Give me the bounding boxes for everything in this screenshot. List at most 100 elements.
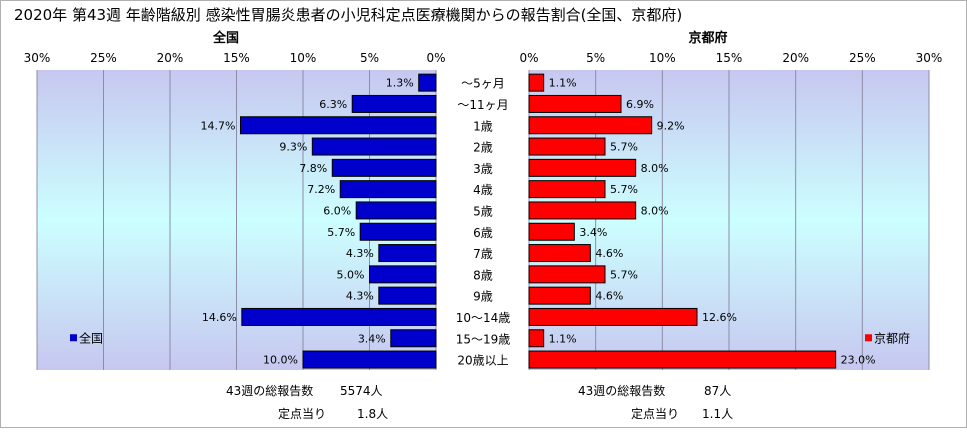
national-bar — [390, 329, 437, 348]
national-bar — [351, 94, 437, 113]
kyoto-bar — [528, 329, 545, 348]
category-label: 15～19歳 — [456, 332, 511, 346]
category-label: ～5ヶ月 — [461, 77, 505, 91]
kyoto-value-label: 1.1% — [549, 77, 577, 90]
national-bar — [339, 180, 437, 199]
kyoto-tick-label: 0% — [519, 51, 538, 65]
kyoto-value-label: 4.6% — [595, 290, 623, 303]
kyoto-bar — [528, 137, 606, 156]
national-value-label: 6.3% — [319, 98, 347, 111]
kyoto-tick-label: 5% — [586, 51, 605, 65]
national-tick-label: 0% — [426, 51, 445, 65]
kyoto-value-label: 4.6% — [595, 247, 623, 260]
category-label: 4歳 — [473, 183, 493, 197]
footer-right-perpoint-label: 定点当り — [631, 406, 679, 421]
category-label: 20歳以上 — [457, 354, 508, 368]
kyoto-value-label: 9.2% — [657, 119, 685, 132]
national-bar — [369, 265, 437, 284]
kyoto-bar — [528, 350, 837, 369]
national-tick-label: 25% — [90, 51, 117, 65]
footer-right-perpoint-value: 1.1人 — [702, 407, 733, 421]
national-bar — [355, 201, 437, 220]
national-value-label: 14.6% — [202, 311, 237, 324]
national-tick-label: 15% — [223, 51, 250, 65]
footer-left-total-label: 43週の総報告数 — [226, 383, 313, 398]
national-value-label: 4.3% — [346, 290, 374, 303]
kyoto-tick-label: 15% — [716, 51, 743, 65]
panel-title-kyoto: 京都府 — [688, 30, 727, 46]
national-bar — [311, 137, 437, 156]
kyoto-value-label: 12.6% — [702, 311, 737, 324]
footer-left-total-value: 5574人 — [340, 384, 383, 398]
kyoto-bar — [528, 73, 545, 92]
footer-right-total-label: 43週の総報告数 — [578, 383, 665, 398]
national-bar — [359, 222, 437, 241]
kyoto-tick-label: 25% — [849, 51, 876, 65]
kyoto-bar — [528, 307, 698, 326]
national-value-label: 1.3% — [386, 77, 414, 90]
national-bar — [302, 350, 437, 369]
kyoto-bar — [528, 222, 575, 241]
national-value-label: 3.4% — [358, 332, 386, 345]
kyoto-bar — [528, 286, 591, 305]
legend-label-kyoto: 京都府 — [874, 330, 910, 345]
national-tick-label: 5% — [360, 51, 379, 65]
chart-title: 2020年 第43週 年齢階級別 感染性胃腸炎患者の小児科定点医療機関からの報告… — [14, 6, 682, 24]
category-label: 6歳 — [473, 226, 493, 240]
category-label: 1歳 — [473, 119, 493, 133]
kyoto-bar — [528, 94, 622, 113]
category-label: 9歳 — [473, 290, 493, 304]
kyoto-bar — [528, 158, 637, 177]
kyoto-value-label: 5.7% — [610, 141, 638, 154]
national-value-label: 6.0% — [323, 204, 351, 217]
legend-swatch-kyoto — [865, 334, 872, 342]
kyoto-value-label: 5.7% — [610, 268, 638, 281]
kyoto-value-label: 8.0% — [641, 162, 669, 175]
national-bar — [331, 158, 437, 177]
category-label: 3歳 — [473, 162, 493, 176]
national-value-label: 5.7% — [327, 226, 355, 239]
kyoto-bar — [528, 244, 591, 263]
kyoto-tick-label: 10% — [649, 51, 676, 65]
legend-label-national: 全国 — [79, 330, 103, 345]
national-bar — [418, 73, 437, 92]
national-value-label: 14.7% — [201, 119, 236, 132]
kyoto-value-label: 3.4% — [579, 226, 607, 239]
kyoto-value-label: 5.7% — [610, 183, 638, 196]
kyoto-bar — [528, 265, 606, 284]
national-value-label: 5.0% — [337, 268, 365, 281]
national-tick-label: 10% — [290, 51, 317, 65]
national-bar — [239, 116, 437, 135]
national-value-label: 7.8% — [299, 162, 327, 175]
panel-title-national: 全国 — [212, 30, 239, 46]
kyoto-value-label: 6.9% — [626, 98, 654, 111]
kyoto-tick-label: 20% — [782, 51, 809, 65]
kyoto-value-label: 8.0% — [641, 204, 669, 217]
national-value-label: 9.3% — [279, 141, 307, 154]
category-label: 2歳 — [473, 141, 493, 155]
footer-left-perpoint-label: 定点当り — [278, 406, 326, 421]
category-label: 7歳 — [473, 247, 493, 261]
national-value-label: 4.3% — [346, 247, 374, 260]
category-label: 10～14歳 — [456, 311, 511, 325]
kyoto-value-label: 23.0% — [841, 354, 876, 367]
national-tick-label: 30% — [24, 51, 51, 65]
national-value-label: 10.0% — [263, 354, 298, 367]
kyoto-value-label: 1.1% — [549, 332, 577, 345]
category-label: 8歳 — [473, 268, 493, 282]
national-tick-label: 20% — [157, 51, 184, 65]
national-bar — [378, 286, 437, 305]
national-bar — [378, 244, 437, 263]
category-label: ～11ヶ月 — [457, 98, 508, 112]
national-value-label: 7.2% — [307, 183, 335, 196]
kyoto-tick-label: 30% — [916, 51, 943, 65]
kyoto-bar — [528, 180, 606, 199]
legend-swatch-national — [70, 334, 77, 342]
footer-left-perpoint-value: 1.8人 — [357, 407, 388, 421]
footer-right-total-value: 87人 — [704, 384, 731, 398]
kyoto-bar — [528, 116, 653, 135]
national-bar — [241, 307, 437, 326]
kyoto-bar — [528, 201, 637, 220]
